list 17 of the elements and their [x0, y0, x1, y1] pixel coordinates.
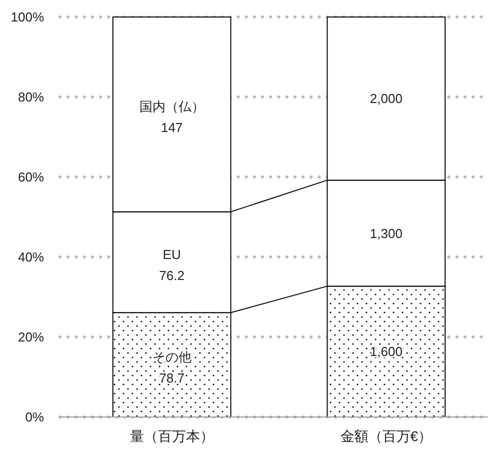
series-label: 国内（仏）	[139, 98, 204, 114]
annotation: 1,300	[370, 226, 402, 241]
annotation: 78.7	[159, 370, 184, 386]
series-label: EU	[162, 246, 181, 262]
annotation: 1,600	[370, 344, 402, 360]
x-tick-label: 量（百万本）	[130, 428, 214, 444]
y-tick-label: 0%	[25, 410, 44, 425]
annotation: 76.2	[159, 268, 184, 283]
series-label: その他	[152, 349, 192, 364]
y-tick-label: 20%	[18, 330, 44, 345]
x-tick-label: 金額（百万€）	[340, 428, 432, 444]
y-tick-label: 60%	[18, 170, 44, 185]
annotation: 147	[160, 120, 183, 135]
y-tick-label: 80%	[18, 90, 44, 105]
annotation: 2,000	[370, 91, 402, 106]
y-tick-label: 100%	[10, 10, 44, 25]
y-tick-label: 40%	[18, 250, 44, 265]
